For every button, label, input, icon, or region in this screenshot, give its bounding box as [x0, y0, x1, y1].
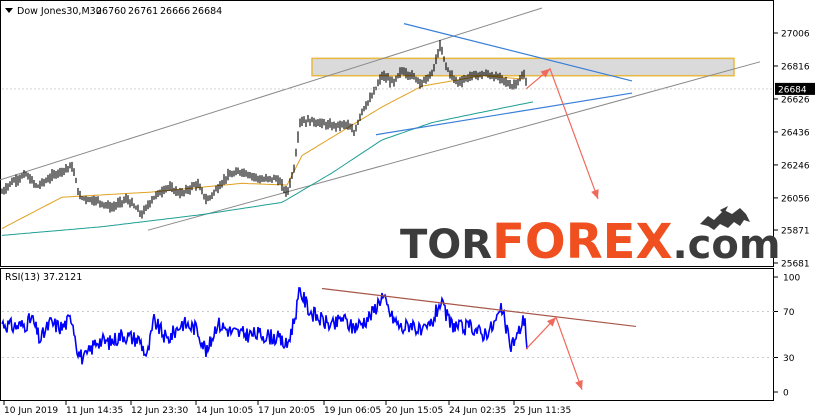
symbol-label: Dow Jones30,M30 [17, 6, 102, 17]
time-tick-label: 20 Jun 15:05 [386, 406, 443, 416]
channel-upper-line [0, 7, 543, 181]
forecast-arrow-rsi [525, 316, 583, 390]
forecast-arrow-rsi-arrowhead [575, 379, 583, 390]
time-tick-label: 11 Jun 14:35 [66, 406, 123, 416]
time-tick-label: 17 Jun 20:05 [258, 406, 315, 416]
rsi-line [1, 286, 528, 365]
triangle-lower-line [375, 92, 633, 136]
ohlc-high: 26761 [128, 6, 158, 17]
bull-bear-logo-icon [700, 206, 750, 230]
price-tick-label: 26246 [781, 161, 810, 171]
ma-fast-line [1, 75, 525, 229]
chart-header: Dow Jones30,M30 26760 26761 26666 26684 [5, 6, 222, 17]
price-tick-label: 26056 [781, 194, 810, 204]
indicator-label: RSI(13) 37.2121 [5, 272, 82, 283]
ma-slow-line [1, 101, 534, 236]
time-tick-label: 14 Jun 10:05 [196, 406, 253, 416]
ohlc-open: 26760 [96, 6, 126, 17]
rsi-tick-label: 30 [783, 354, 795, 364]
watermark-text-tor: TORFOREX.com [400, 214, 781, 270]
price-tick-label: 27006 [781, 30, 810, 40]
rsi-tick-label: 0 [783, 389, 789, 399]
price-tick-label: 26436 [781, 128, 810, 138]
price-tick-label: 26816 [781, 62, 810, 72]
watermark-part-2: .com [672, 222, 780, 268]
time-tick-label: 24 Jun 02:35 [449, 406, 506, 416]
forecast-arrow-rsi-arrowhead [546, 317, 556, 327]
forecast-arrow-price [525, 67, 599, 200]
current-price-label: 26684 [778, 85, 807, 95]
watermark-part-0: TOR [400, 222, 492, 268]
rsi-trendline [321, 287, 637, 328]
price-tick-label: 25871 [781, 227, 810, 237]
resistance-zone [311, 57, 735, 77]
time-tick-label: 10 Jun 2019 [4, 406, 58, 416]
price-tick-label: 25681 [781, 260, 810, 270]
forecast-arrow-price-arrowhead [540, 68, 550, 78]
triangle-upper-line [403, 23, 633, 82]
indicator-axis: 100 70 30 0 [774, 274, 800, 399]
price-tick-label: 26626 [781, 95, 810, 105]
indicator-layer [1, 286, 774, 390]
rsi-tick-label: 100 [783, 274, 800, 284]
price-axis: 27006 26816 26626 26436 26246 26056 25871 25681… [2, 30, 815, 270]
watermark-part-1: FOREX [492, 214, 672, 270]
current-price-tag [775, 82, 815, 95]
time-tick-label: 19 Jun 06:05 [324, 406, 381, 416]
ohlc-close: 26684 [192, 6, 222, 17]
watermark-logo: TORFOREX.com [400, 206, 781, 270]
time-axis: 10 Jun 2019 11 Jun 14:35 12 Jun 23:30 14 Ju… [3, 401, 571, 416]
indicator-panel-frame [0, 268, 774, 401]
price-layer [0, 7, 761, 236]
ohlc-low: 26666 [160, 6, 190, 17]
channel-lower-line [147, 61, 761, 231]
rsi-tick-label: 70 [783, 308, 795, 318]
time-tick-label: 12 Jun 23:30 [131, 406, 188, 416]
forecast-arrow-price-arrowhead [591, 189, 599, 199]
dropdown-triangle-icon[interactable] [5, 8, 13, 13]
time-tick-label: 25 Jun 11:35 [514, 406, 571, 416]
